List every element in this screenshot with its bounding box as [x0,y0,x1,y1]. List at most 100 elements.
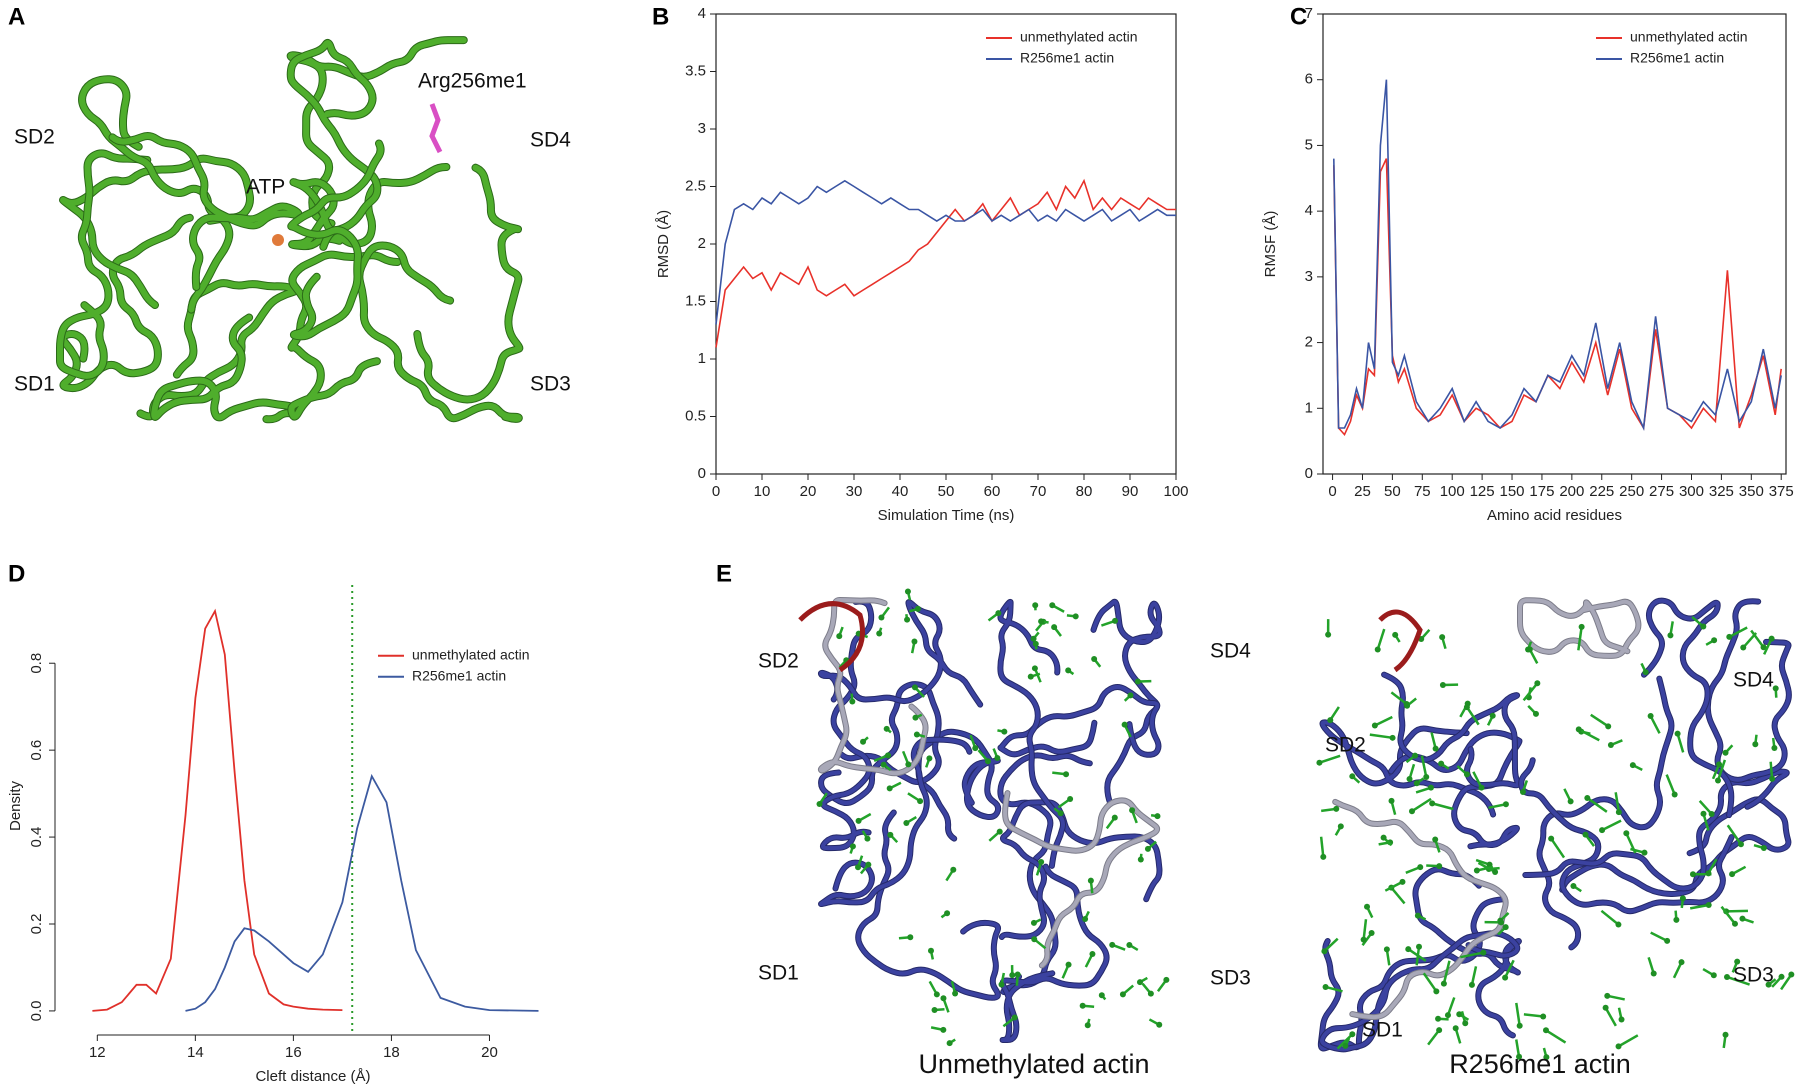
arrow-head [1760,644,1767,651]
arrow-head [907,934,914,941]
arrow-head [1532,710,1539,717]
arrow-head [1436,1027,1443,1034]
arrow-head [1760,845,1767,852]
arrow-head [1412,752,1419,759]
arrow-head [1322,983,1329,990]
arrow-head [1674,730,1681,737]
x-axis-label: Simulation Time (ns) [878,507,1015,524]
arrow-head [1705,902,1712,909]
arrow-head [1126,941,1133,948]
motion-arrow [1323,937,1339,953]
arrow-head [1417,864,1424,871]
y-axis-label: Density [7,780,24,831]
chart: 0.0 0.2 0.4 0.6 0.8 12 14 16 18 20 Cleft distance … [7,585,539,1085]
arrow-head [1137,856,1144,863]
arrow-head [1098,992,1105,999]
arrow-head [950,866,957,873]
ribbon [1705,599,1791,782]
arrow-head [1380,834,1387,841]
motion-arrow [1716,759,1727,781]
x-tick-label: 90 [1122,483,1139,500]
motion-arrow [1577,626,1583,651]
arrow-head [1136,979,1143,986]
motion-arrow [1676,733,1685,753]
motion-arrow [1590,713,1609,728]
arrow-head [1452,1025,1459,1032]
arrow-head [1700,810,1707,817]
arrow-head [1163,976,1170,983]
ribbon [288,251,401,420]
arrow-head [1038,618,1045,625]
arrow-head [883,725,890,732]
ribbon [1560,797,1791,897]
ribbon [356,242,522,422]
domain-label: SD1 [14,373,55,396]
y-tick-label: 3 [1305,268,1313,285]
arrow-head [1526,646,1533,653]
arrow-head [1038,858,1045,865]
motion-arrow [1431,802,1454,811]
arrow-head [1030,635,1037,642]
y-tick-label: 2 [1305,334,1313,351]
arrow-head [1057,810,1064,817]
arrow-head [1364,903,1371,910]
arrow-head [878,614,885,621]
panel-label: E [716,560,732,587]
x-tick-label: 225 [1589,483,1614,500]
ribbon [1518,598,1641,658]
arrow-head [1602,1004,1609,1011]
arrow-head [1371,722,1378,729]
arrow-head [1711,637,1718,644]
motion-arrow [1415,946,1421,966]
ribbon [79,76,233,313]
arrow-head [1534,680,1541,687]
structure-title: Unmethylated actin [918,1049,1149,1079]
y-tick-label: 0 [1305,465,1313,482]
arrow-head [860,738,867,745]
arrow-head [1316,759,1323,766]
arrow-head [1739,915,1746,922]
arrow-head [855,864,862,871]
motion-arrow [1319,754,1341,764]
series-line [715,179,1176,325]
arrow-head [1584,794,1591,801]
ribbon [288,140,384,340]
arrow-head [1641,849,1648,856]
arrow-head [1673,916,1680,923]
domain-label: SD2 [1325,734,1366,757]
x-tick-label: 175 [1529,483,1554,500]
arrow-head [1734,958,1741,965]
ligand-label: ATP [246,176,285,199]
x-tick-label: 275 [1649,483,1674,500]
y-tick-label: 0.6 [28,740,45,761]
arrow-head [1327,717,1334,724]
y-axis-label: RMSD (Å) [655,210,672,278]
arrow-head [1769,775,1776,782]
arrow-head [1778,973,1785,980]
arrow-head [1771,744,1778,751]
legend-label: unmethylated actin [1630,29,1748,45]
motion-arrow [1369,733,1393,740]
arrow-head [1575,726,1582,733]
arrow-head [912,714,919,721]
motion-arrow [1604,1007,1617,1027]
arrow-head [1320,853,1327,860]
x-tick-label: 100 [1163,483,1188,500]
motion-arrow [1446,997,1456,1016]
legend-label: R256me1 actin [1630,50,1724,66]
motion-arrow [1665,774,1676,795]
x-tick-label: 250 [1619,483,1644,500]
motion-arrow [1586,796,1608,813]
y-tick-label: 0.2 [28,914,45,935]
arrow-head [1154,813,1161,820]
x-axis-label: Amino acid residues [1487,507,1622,524]
arrow-head [1582,831,1589,838]
arrow-head [1031,665,1038,672]
arrow-head [984,758,991,765]
x-tick-label: 80 [1076,483,1093,500]
domain-label: SD4 [530,129,571,152]
y-tick-label: 2 [698,235,706,252]
motion-arrow [1390,886,1406,905]
arrow-head [1604,992,1611,999]
ribbon [287,40,381,250]
